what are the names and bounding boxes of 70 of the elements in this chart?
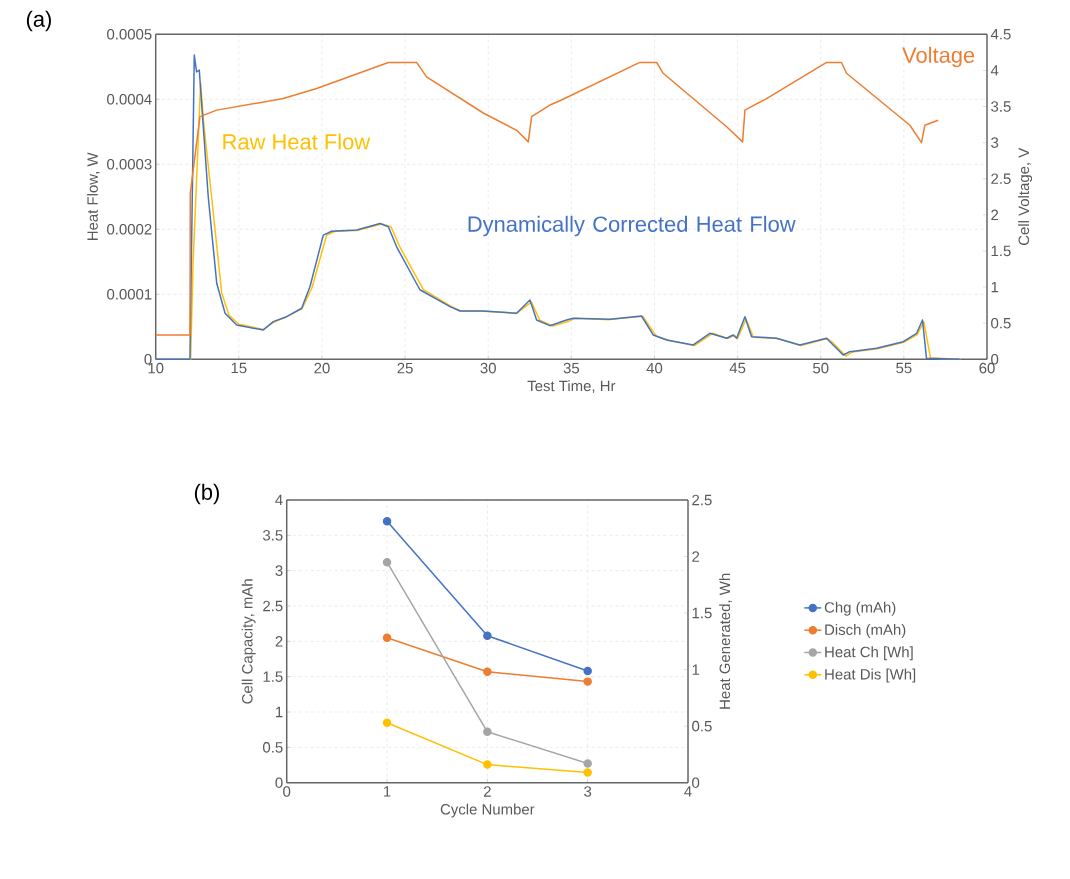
y-tick-label: 3 bbox=[275, 565, 283, 576]
y-tick-label: 2.5 bbox=[263, 600, 283, 612]
point bbox=[382, 718, 392, 727]
y-tick-label: 0.0002 bbox=[107, 223, 152, 235]
x-tick-label: 30 bbox=[480, 362, 496, 374]
x-axis-title: Cycle Number bbox=[440, 803, 535, 818]
y2-tick-label: 0 bbox=[692, 777, 700, 788]
y2-tick-label: 2.5 bbox=[991, 173, 1011, 185]
x-tick-label: 3 bbox=[584, 786, 592, 797]
y2-tick-label: 4.5 bbox=[990, 29, 1011, 40]
point bbox=[382, 633, 392, 643]
y-tick-label: 1 bbox=[276, 706, 283, 718]
y2-tick-label: 1 bbox=[991, 281, 999, 293]
y-tick-label: 1.5 bbox=[263, 671, 283, 682]
y-axis-title: Cell Capacity, mAh bbox=[241, 579, 256, 704]
point bbox=[382, 516, 392, 526]
y-tick-label: 0.0003 bbox=[107, 158, 152, 170]
x-tick-label: 40 bbox=[646, 362, 663, 374]
y2-tick-label: 2.5 bbox=[692, 494, 712, 506]
y2-axis-title: Heat Generated, Wh bbox=[719, 573, 732, 709]
chart-title: (a) bbox=[26, 10, 51, 32]
y-tick-label: 0.0005 bbox=[107, 28, 152, 40]
y-tick-label: 0.0001 bbox=[107, 288, 152, 300]
y2-tick-label: 2 bbox=[991, 209, 999, 221]
x-tick-label: 55 bbox=[896, 362, 912, 374]
point bbox=[483, 667, 492, 676]
x-tick-label: 25 bbox=[397, 362, 413, 374]
point bbox=[483, 727, 492, 737]
y-tick-label: 0.0004 bbox=[107, 93, 152, 105]
x-tick-label: 45 bbox=[729, 362, 746, 374]
y-tick-label: 3.5 bbox=[262, 530, 283, 541]
y2-tick-label: 2 bbox=[692, 551, 700, 562]
text: Dynamically Corrected Heat Flow bbox=[468, 215, 796, 237]
point bbox=[583, 768, 592, 777]
y-tick-label: 0 bbox=[275, 777, 283, 788]
series-label: Voltage bbox=[902, 46, 975, 68]
point bbox=[583, 677, 592, 686]
y2-tick-label: 4 bbox=[990, 65, 999, 76]
y2-tick-label: 3.5 bbox=[991, 101, 1011, 112]
series-label: Raw Heat Flow bbox=[223, 133, 371, 150]
x-tick-label: 35 bbox=[563, 362, 580, 374]
point bbox=[583, 759, 592, 768]
legend-label: Disch (mAh) bbox=[825, 624, 906, 638]
x-tick-label: 4 bbox=[684, 786, 692, 797]
y2-tick-label: 3 bbox=[991, 137, 999, 148]
x-tick-label: 1 bbox=[384, 786, 391, 797]
point bbox=[483, 631, 492, 640]
x-tick-label: 50 bbox=[813, 362, 829, 374]
point bbox=[583, 666, 592, 676]
y2-tick-label: 0.5 bbox=[692, 720, 712, 732]
point bbox=[382, 557, 392, 567]
y2-tick-label: 1.5 bbox=[692, 607, 712, 619]
legend-label: Heat Ch [Wh] bbox=[825, 646, 913, 661]
y2-tick-label: 1 bbox=[692, 664, 700, 675]
y-axis-title: Heat Flow, W bbox=[86, 152, 100, 240]
x-tick-label: 2 bbox=[483, 786, 491, 797]
legend-label: Heat Dis [Wh] bbox=[825, 668, 916, 683]
x-tick-label: 15 bbox=[231, 362, 247, 374]
legend-label: Chg (mAh) bbox=[824, 601, 896, 616]
x-axis-title: Test Time, Hr bbox=[527, 380, 616, 393]
point bbox=[483, 760, 492, 769]
y-tick-label: 4 bbox=[275, 494, 283, 506]
y-tick-label: 0.5 bbox=[262, 742, 283, 753]
x-tick-label: 20 bbox=[314, 362, 330, 374]
chart-title: (b) bbox=[194, 483, 219, 505]
y2-axis-title: Cell Voltage, V bbox=[1018, 147, 1033, 246]
x-tick-label: 0 bbox=[283, 786, 291, 797]
y2-tick-label: 1.5 bbox=[991, 245, 1011, 257]
y-tick-label: 2 bbox=[275, 636, 283, 647]
y2-tick-label: 0.5 bbox=[991, 317, 1011, 329]
